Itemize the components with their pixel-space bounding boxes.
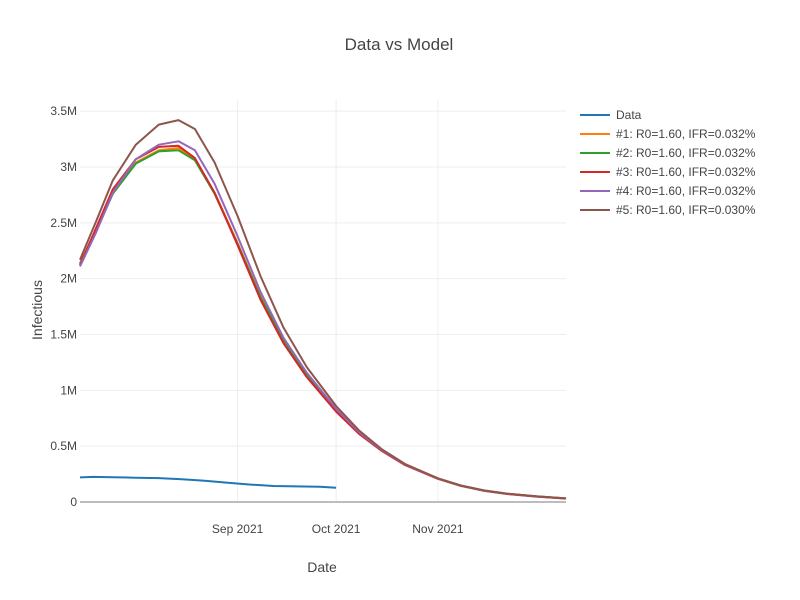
grid (80, 100, 566, 503)
x-axis-label: Date (307, 559, 337, 575)
series-line-6[interactable] (79, 119, 567, 500)
legend: Data #1: R0=1.60, IFR=0.032% #2: R0=1.60, … (580, 108, 756, 217)
y-tick-label: 3M (60, 160, 77, 174)
legend-item[interactable]: #5: R0=1.60, IFR=0.030% (580, 203, 756, 217)
y-axis-ticks: 0 0.5M 1M 1.5M 2M 2.5M 3M 3.5M (50, 104, 77, 509)
x-axis-ticks: Sep 2021 Oct 2021 Nov 2021 (212, 522, 464, 536)
legend-item[interactable]: #3: R0=1.60, IFR=0.032% (580, 165, 756, 179)
x-tick-label: Nov 2021 (412, 522, 464, 536)
legend-label: #2: R0=1.60, IFR=0.032% (616, 146, 756, 160)
y-axis-label: Infectious (29, 280, 45, 340)
legend-label: #4: R0=1.60, IFR=0.032% (616, 184, 756, 198)
legend-label: #5: R0=1.60, IFR=0.030% (616, 203, 756, 217)
x-tick-label: Sep 2021 (212, 522, 264, 536)
legend-item[interactable]: #2: R0=1.60, IFR=0.032% (580, 146, 756, 160)
y-tick-label: 2M (60, 272, 77, 286)
series-line-5[interactable] (79, 140, 567, 500)
legend-item[interactable]: #1: R0=1.60, IFR=0.032% (580, 127, 756, 141)
y-tick-label: 1M (60, 383, 77, 397)
plot-area[interactable] (79, 119, 567, 500)
chart-title: Data vs Model (345, 35, 454, 54)
y-tick-label: 0.5M (50, 439, 77, 453)
legend-label: #3: R0=1.60, IFR=0.032% (616, 165, 756, 179)
legend-item[interactable]: #4: R0=1.60, IFR=0.032% (580, 184, 756, 198)
y-tick-label: 3.5M (50, 104, 77, 118)
y-tick-label: 0 (70, 495, 77, 509)
legend-label: Data (616, 108, 642, 122)
x-tick-label: Oct 2021 (312, 522, 361, 536)
y-tick-label: 2.5M (50, 216, 77, 230)
legend-item[interactable]: Data (580, 108, 642, 122)
y-tick-label: 1.5M (50, 328, 77, 342)
series-line-1[interactable] (79, 475, 337, 489)
legend-label: #1: R0=1.60, IFR=0.032% (616, 127, 756, 141)
